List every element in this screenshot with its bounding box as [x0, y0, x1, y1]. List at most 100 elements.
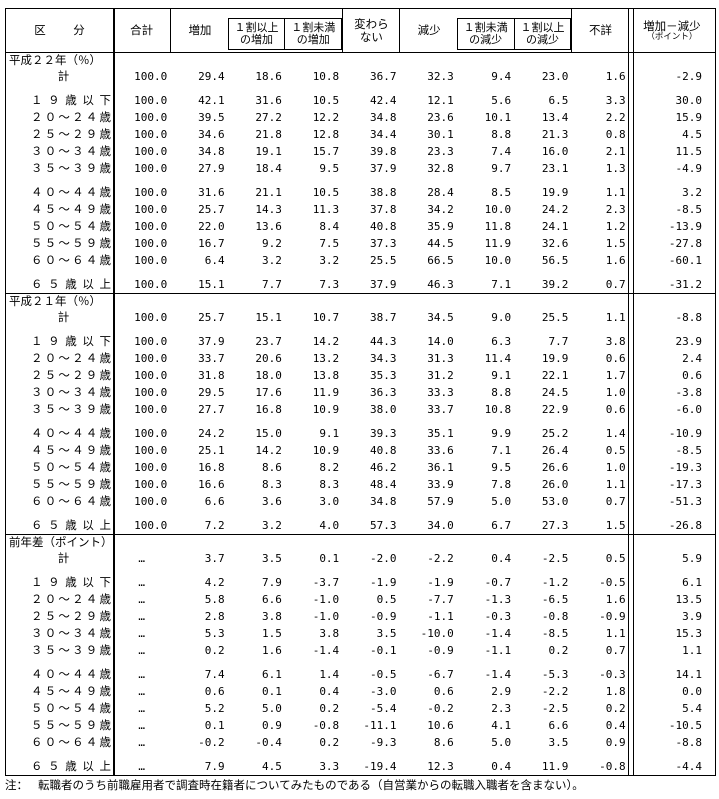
value-cell: 39.8: [369, 145, 397, 158]
row-label-text: ３０～３４歳: [31, 144, 111, 158]
value-cell: 0.6: [204, 685, 225, 698]
table-row: ２０～２４歳 100.0 39.5 27.2 12.2 34.8 23.6 10.1 13.4 2…: [6, 109, 715, 126]
value-cell: -1.3: [484, 593, 512, 606]
header-increase-under10: １割未満 の増加: [284, 19, 341, 49]
table-row: ４５～４９歳 … 0.6 0.1 0.4 -3.0 0.6 2.9 -2.2 1.8 0.0: [6, 683, 715, 700]
value-cell: 0.4: [605, 719, 626, 732]
table-row: ４５～４９歳 100.0 25.7 14.3 11.3 37.8 34.2 10.0 24.2 2…: [6, 201, 715, 218]
row-label: ２０～２４歳: [6, 350, 113, 367]
value-cell: 10.7: [312, 311, 340, 324]
value-cell: 9.0: [491, 311, 512, 324]
value-cell: 31.6: [255, 94, 282, 107]
value-cell: 39.2: [541, 278, 569, 291]
value-cell: 10.9: [312, 444, 340, 457]
value-cell: -1.9: [369, 576, 397, 589]
value-cell: 0.2: [319, 702, 340, 715]
row-label: ５０～５４歳: [6, 700, 113, 717]
value-cell: 33.9: [427, 478, 454, 491]
value-cell: 100.0: [134, 128, 168, 141]
row-label-text: ２０～２４歳: [31, 592, 111, 606]
value-cell: 24.2: [198, 427, 225, 440]
statistics-table: 区 分 合計 増加 １割以上 の増加 １割未満 の増加 変わら ない 減少 １割…: [5, 8, 716, 776]
value-cell: 27.7: [198, 403, 225, 416]
row-label-text: ２５～２９歳: [31, 609, 111, 623]
value-cell: …: [138, 593, 145, 606]
value-cell: 5.0: [262, 702, 282, 715]
diff-cell: -6.0: [675, 403, 703, 416]
table-row: ２０～２４歳 … 5.8 6.6 -1.0 0.5 -7.7 -1.3 -6.5 1.6 13.5: [6, 591, 715, 608]
value-cell: 39.3: [369, 427, 397, 440]
value-cell: 56.5: [541, 254, 569, 267]
value-cell: 100.0: [134, 94, 168, 107]
row-label-text: ２０～２４歳: [31, 351, 111, 365]
value-cell: 11.3: [312, 203, 340, 216]
value-cell: …: [138, 644, 145, 657]
row-label-text: 計: [57, 310, 70, 324]
value-cell: 100.0: [134, 162, 168, 175]
value-cell: -2.5: [541, 552, 569, 565]
diff-cell: -8.8: [675, 736, 703, 749]
value-cell: 6.5: [548, 94, 569, 107]
table-row: 計 … 3.7 3.5 0.1 -2.0 -2.2 0.4 -2.5 0.5 5.9: [6, 550, 715, 567]
value-cell: 31.6: [198, 186, 225, 199]
section-title: 平成２２年（％）: [9, 53, 101, 67]
value-cell: 0.6: [605, 403, 626, 416]
value-cell: 35.3: [369, 369, 397, 382]
value-cell: -6.7: [427, 668, 454, 681]
value-cell: 8.4: [319, 220, 340, 233]
row-label: ３０～３４歳: [6, 625, 113, 642]
header-increase-10plus: １割以上 の増加: [234, 21, 279, 46]
value-cell: 9.4: [491, 70, 512, 83]
value-cell: -0.9: [427, 644, 454, 657]
diff-cell: 15.9: [675, 111, 703, 124]
table-row: ６０～６４歳 100.0 6.6 3.6 3.0 34.8 57.9 5.0 53.0 0.7 -5…: [6, 493, 715, 510]
diff-cell: -60.1: [668, 254, 702, 267]
value-cell: 0.5: [605, 552, 626, 565]
header-increase-subbox: １割以上 の増加 １割未満 の増加: [227, 18, 343, 50]
row-label: 計: [6, 309, 113, 326]
row-label: １９歳以下: [6, 333, 113, 350]
value-cell: 26.0: [541, 478, 569, 491]
value-cell: 2.8: [204, 610, 225, 623]
value-cell: 100.0: [134, 145, 168, 158]
footnote: 注： 転職者のうち前職雇用者で調査時在籍者についてみたものである（自営業からの転職…: [5, 778, 715, 792]
header-diff-label: 増加－減少: [643, 18, 701, 33]
value-cell: 0.5: [376, 593, 397, 606]
value-cell: 1.5: [605, 237, 626, 250]
value-cell: 24.5: [541, 386, 569, 399]
row-label-text: ６０～６４歳: [31, 253, 111, 267]
row-label: ４０～４４歳: [6, 425, 113, 442]
value-cell: 16.8: [255, 403, 282, 416]
header-unknown: 不詳: [571, 9, 628, 52]
value-cell: 10.9: [312, 403, 340, 416]
value-cell: 0.1: [262, 685, 282, 698]
value-cell: 7.7: [548, 335, 569, 348]
value-cell: -10.0: [420, 627, 454, 640]
table-row: ５０～５４歳 100.0 22.0 13.6 8.4 40.8 35.9 11.8 24.1 1.…: [6, 218, 715, 235]
value-cell: 0.1: [319, 552, 340, 565]
value-cell: 0.9: [262, 719, 282, 732]
value-cell: 7.7: [262, 278, 282, 291]
value-cell: -1.2: [541, 576, 569, 589]
row-label-text: ４５～４９歳: [31, 443, 111, 457]
row-label: ５５～５９歳: [6, 476, 113, 493]
value-cell: …: [138, 760, 145, 773]
row-label: ６５歳以上: [6, 276, 113, 293]
value-cell: 66.5: [427, 254, 454, 267]
diff-cell: 3.2: [682, 186, 702, 199]
value-cell: 100.0: [134, 352, 168, 365]
diff-cell: 5.4: [682, 702, 702, 715]
row-label: ３０～３４歳: [6, 384, 113, 401]
diff-cell: 2.4: [682, 352, 702, 365]
value-cell: 2.1: [605, 145, 626, 158]
value-cell: 2.3: [491, 702, 512, 715]
value-cell: 25.1: [198, 444, 225, 457]
row-label: ４５～４９歳: [6, 683, 113, 700]
row-label: ４０～４４歳: [6, 666, 113, 683]
value-cell: 9.1: [491, 369, 512, 382]
value-cell: 100.0: [134, 220, 168, 233]
value-cell: -0.9: [599, 610, 626, 623]
value-cell: 35.9: [427, 220, 454, 233]
value-cell: 1.1: [605, 311, 626, 324]
diff-cell: -8.8: [675, 311, 703, 324]
